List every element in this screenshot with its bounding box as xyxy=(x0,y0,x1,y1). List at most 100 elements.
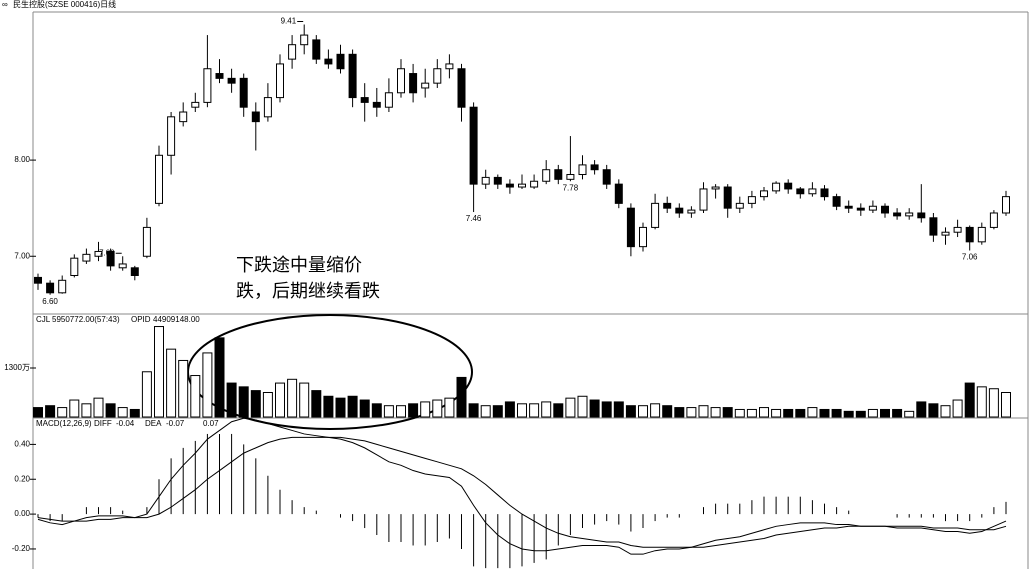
candle-body xyxy=(518,183,526,188)
candle-body xyxy=(94,250,103,257)
annotation: 下跌途中量缩价 xyxy=(236,255,362,275)
candle-body xyxy=(167,116,176,156)
volume-bar xyxy=(141,371,152,418)
candle-body xyxy=(929,217,938,236)
volume-bar xyxy=(855,410,866,418)
candle-body xyxy=(675,207,684,214)
candle-body xyxy=(336,53,345,70)
candle-body xyxy=(409,73,418,94)
candle-body xyxy=(469,106,478,185)
volume-bar xyxy=(577,395,588,418)
volume-bar xyxy=(154,326,164,418)
legend-label: DEA xyxy=(145,419,162,428)
icon: ∞ xyxy=(2,0,8,9)
volume-bar xyxy=(843,410,854,418)
candle-body xyxy=(263,97,272,118)
y-tick-label: 0.40 xyxy=(14,440,30,449)
candle-body xyxy=(300,34,309,46)
legend-value: -0.04 xyxy=(116,419,135,428)
candle-body xyxy=(784,182,793,190)
candle-body xyxy=(82,253,91,262)
volume-bar xyxy=(589,399,600,418)
volume-bar xyxy=(190,375,201,418)
volume-bar xyxy=(807,407,818,418)
y-tick-label: 8.00 xyxy=(14,155,30,164)
volume-bar xyxy=(529,403,540,418)
candle-body xyxy=(711,186,720,190)
volume-bar xyxy=(129,408,140,418)
price-label: 6.60 xyxy=(42,297,58,306)
volume-bar xyxy=(759,407,769,418)
volume-bar xyxy=(952,399,963,418)
volume-bar xyxy=(420,401,431,418)
candle-body xyxy=(639,226,647,248)
volume-bar xyxy=(940,405,951,418)
y-tick-label: 0.20 xyxy=(14,474,30,483)
volume-bar xyxy=(662,405,673,418)
volume-bar xyxy=(33,407,43,418)
volume-bar xyxy=(299,382,310,418)
volume-header: 44909148.00 xyxy=(153,315,200,324)
volume-bar xyxy=(734,408,745,418)
volume-bar xyxy=(795,408,806,418)
volume-bar xyxy=(492,405,503,418)
volume-bar xyxy=(335,397,346,418)
volume-bar xyxy=(553,403,564,418)
volume-bar xyxy=(601,401,612,418)
candle-body xyxy=(155,154,163,204)
candle-body xyxy=(372,101,381,108)
candle-body xyxy=(760,190,768,198)
candle-body xyxy=(699,188,708,211)
volume-bar xyxy=(613,401,624,418)
price-label: 9.41 xyxy=(281,17,297,26)
volume-bar xyxy=(976,386,987,418)
y-tick-label: -0.20 xyxy=(12,544,31,553)
volume-bar xyxy=(722,407,733,418)
volume-bar xyxy=(347,395,358,418)
volume-bar xyxy=(432,399,443,418)
candle-body xyxy=(457,68,466,108)
volume-bar xyxy=(880,408,890,418)
volume-bar xyxy=(674,407,685,418)
candle-body xyxy=(203,68,212,103)
candle-body xyxy=(288,44,297,60)
candle-body xyxy=(179,111,188,123)
candle-body xyxy=(917,212,926,219)
volume-bar xyxy=(275,382,285,418)
y-tick-label: 1300万 xyxy=(4,363,30,372)
volume-bar xyxy=(311,390,322,418)
volume-header: 5950772.00(57:43) xyxy=(52,315,120,324)
candle-body xyxy=(505,183,514,188)
volume-bar xyxy=(650,403,661,418)
volume-bar xyxy=(565,397,576,418)
volume-bar xyxy=(250,390,261,418)
volume-bar xyxy=(226,382,237,418)
candle-body xyxy=(251,111,260,123)
candle-body xyxy=(360,97,369,103)
candle-body xyxy=(614,183,623,204)
price-label: 7.00 xyxy=(99,248,115,257)
volume-bar xyxy=(396,405,406,418)
candle-body xyxy=(348,53,357,99)
candle-body xyxy=(602,169,611,185)
volume-bar xyxy=(57,407,68,418)
candle-body xyxy=(578,164,587,176)
candle-body xyxy=(142,226,151,257)
volume-bar xyxy=(625,405,636,418)
candle-body xyxy=(965,226,974,243)
volume-bar xyxy=(178,359,189,418)
candle-body xyxy=(808,188,817,195)
candle-body xyxy=(1002,196,1010,214)
candle-body xyxy=(276,63,284,99)
candle-body xyxy=(191,101,200,108)
candle-body xyxy=(844,205,853,209)
volume-bar xyxy=(105,403,116,418)
volume-bar xyxy=(698,405,709,418)
price-label: 7.78 xyxy=(563,183,579,192)
volume-bar xyxy=(166,348,177,418)
candle-body xyxy=(58,279,67,294)
legend-value: -0.07 xyxy=(166,419,185,428)
candle-body xyxy=(566,174,575,180)
volume-bar xyxy=(710,407,721,418)
